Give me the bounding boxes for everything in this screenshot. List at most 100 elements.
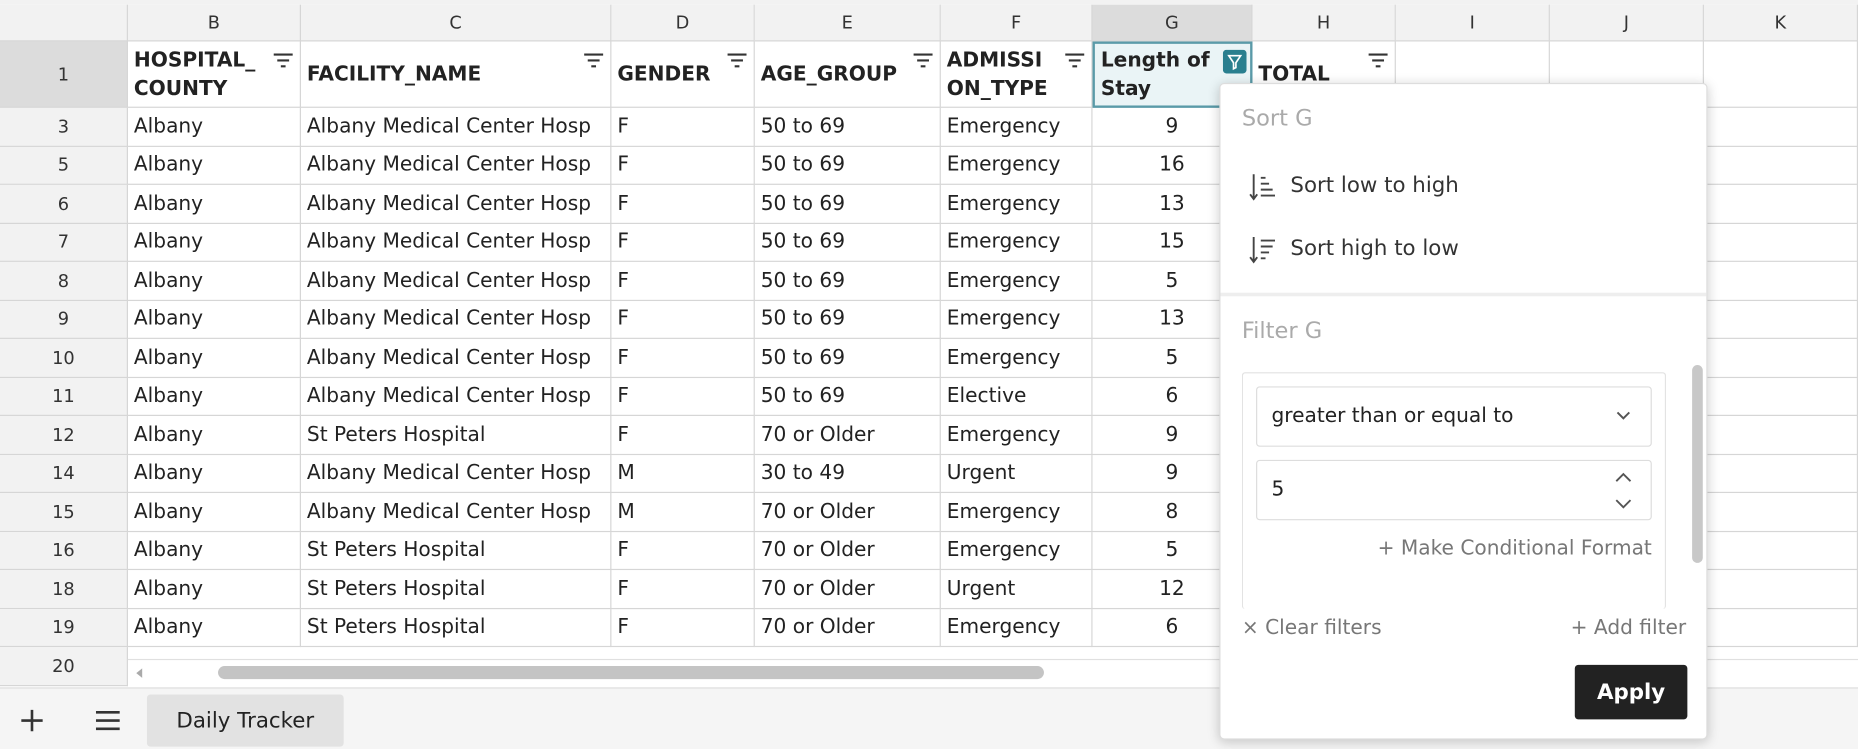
cell[interactable]: Albany — [127, 415, 301, 455]
cell[interactable]: Emergency — [940, 261, 1093, 301]
cell[interactable]: M — [611, 454, 755, 494]
cell[interactable] — [1703, 338, 1858, 378]
row-header[interactable]: 11 — [0, 377, 128, 416]
cell[interactable] — [1703, 261, 1858, 301]
row-header[interactable]: 10 — [0, 338, 128, 378]
cell[interactable]: 70 or Older — [754, 415, 941, 455]
row-header[interactable]: 8 — [0, 261, 128, 301]
row-header[interactable]: 14 — [0, 454, 128, 494]
cell[interactable]: 50 to 69 — [754, 338, 941, 378]
cell[interactable]: F — [611, 570, 755, 609]
filter-icon[interactable] — [582, 50, 606, 74]
filter-icon[interactable] — [271, 50, 295, 74]
cell[interactable]: 50 to 69 — [754, 377, 941, 416]
cell[interactable]: Albany — [127, 454, 301, 494]
cell[interactable] — [1703, 531, 1858, 571]
cell[interactable] — [1703, 107, 1858, 147]
row-header[interactable]: 3 — [0, 107, 128, 147]
header-cell[interactable] — [1703, 41, 1858, 108]
cell[interactable]: Albany Medical Center Hosp — [300, 184, 612, 224]
column-header[interactable]: H — [1252, 4, 1396, 42]
cell[interactable] — [1703, 377, 1858, 416]
row-header[interactable]: 12 — [0, 415, 128, 455]
header-cell[interactable]: ADMISSI ON_TYPE — [940, 41, 1093, 108]
cell[interactable]: Urgent — [940, 570, 1093, 609]
cell[interactable] — [1703, 608, 1858, 648]
cell[interactable]: Albany Medical Center Hosp — [300, 146, 612, 185]
cell[interactable]: Albany Medical Center Hosp — [300, 338, 612, 378]
make-conditional-format[interactable]: + Make Conditional Format — [1377, 536, 1652, 561]
cell[interactable]: F — [611, 300, 755, 339]
cell[interactable]: Albany Medical Center Hosp — [300, 300, 612, 339]
column-header[interactable]: I — [1395, 4, 1550, 42]
cell[interactable] — [1703, 146, 1858, 185]
cell[interactable]: Emergency — [940, 338, 1093, 378]
filter-icon[interactable] — [1366, 50, 1390, 74]
apply-button[interactable]: Apply — [1574, 664, 1688, 720]
cell[interactable]: 30 to 49 — [754, 454, 941, 494]
cell[interactable]: Albany — [127, 531, 301, 571]
condition-select[interactable]: greater than or equal to — [1256, 386, 1652, 447]
column-header[interactable]: F — [940, 4, 1093, 42]
row-header[interactable]: 15 — [0, 493, 128, 532]
cell[interactable] — [1703, 184, 1858, 224]
cell[interactable]: F — [611, 223, 755, 262]
cell[interactable]: Emergency — [940, 531, 1093, 571]
filter-icon[interactable] — [725, 50, 749, 74]
filter-icon[interactable] — [1222, 49, 1247, 74]
cell[interactable]: Albany Medical Center Hosp — [300, 454, 612, 494]
add-sheet[interactable] — [18, 706, 46, 734]
value-input[interactable]: 5 — [1256, 459, 1652, 521]
sort-desc[interactable]: Sort high to low — [1290, 235, 1459, 261]
cell[interactable]: F — [611, 415, 755, 455]
spinner[interactable] — [1613, 470, 1634, 510]
header-cell[interactable]: AGE_GROUP — [754, 41, 941, 108]
row-header[interactable]: 16 — [0, 531, 128, 571]
row-header[interactable]: 18 — [0, 570, 128, 609]
cell[interactable]: F — [611, 377, 755, 416]
cell[interactable]: Urgent — [940, 454, 1093, 494]
header-cell[interactable]: HOSPITAL_ COUNTY — [127, 41, 301, 108]
cell[interactable]: 50 to 69 — [754, 107, 941, 147]
cell[interactable]: 70 or Older — [754, 570, 941, 609]
column-header[interactable]: J — [1549, 4, 1704, 42]
cell[interactable]: 70 or Older — [754, 531, 941, 571]
cell[interactable]: Albany Medical Center Hosp — [300, 493, 612, 532]
cell[interactable]: Albany Medical Center Hosp — [300, 107, 612, 147]
cell[interactable]: Albany — [127, 608, 301, 648]
cell[interactable]: F — [611, 261, 755, 301]
cell[interactable]: Emergency — [940, 415, 1093, 455]
cell[interactable]: Albany — [127, 300, 301, 339]
row-header[interactable]: 20 — [0, 647, 128, 686]
cell[interactable]: Albany Medical Center Hosp — [300, 261, 612, 301]
column-header[interactable]: C — [300, 4, 612, 42]
sheet-tab[interactable]: Daily Tracker — [146, 694, 344, 747]
cell[interactable]: St Peters Hospital — [300, 415, 612, 455]
cell[interactable]: Emergency — [940, 184, 1093, 224]
column-header[interactable]: G — [1092, 4, 1253, 42]
menu-scroll-thumb[interactable] — [1692, 365, 1703, 563]
cell[interactable]: St Peters Hospital — [300, 608, 612, 648]
cell[interactable]: M — [611, 493, 755, 532]
column-header[interactable]: E — [754, 4, 941, 42]
cell[interactable]: 70 or Older — [754, 608, 941, 648]
header-cell[interactable]: FACILITY_NAME — [300, 41, 612, 108]
header-cell[interactable]: GENDER — [611, 41, 755, 108]
cell[interactable]: Emergency — [940, 300, 1093, 339]
cell[interactable] — [1703, 570, 1858, 609]
cell[interactable] — [1703, 223, 1858, 262]
cell[interactable]: 50 to 69 — [754, 146, 941, 185]
cell[interactable]: Elective — [940, 377, 1093, 416]
cell[interactable]: Albany — [127, 107, 301, 147]
column-header[interactable]: B — [127, 4, 301, 42]
cell[interactable]: Emergency — [940, 608, 1093, 648]
cell[interactable]: Albany — [127, 377, 301, 416]
cell[interactable]: 50 to 69 — [754, 184, 941, 224]
row-header[interactable]: 19 — [0, 608, 128, 648]
cell[interactable]: Emergency — [940, 493, 1093, 532]
cell[interactable]: 50 to 69 — [754, 223, 941, 262]
cell[interactable]: Albany — [127, 570, 301, 609]
cell[interactable]: St Peters Hospital — [300, 570, 612, 609]
cell[interactable] — [1703, 493, 1858, 532]
row-header[interactable]: 5 — [0, 146, 128, 185]
